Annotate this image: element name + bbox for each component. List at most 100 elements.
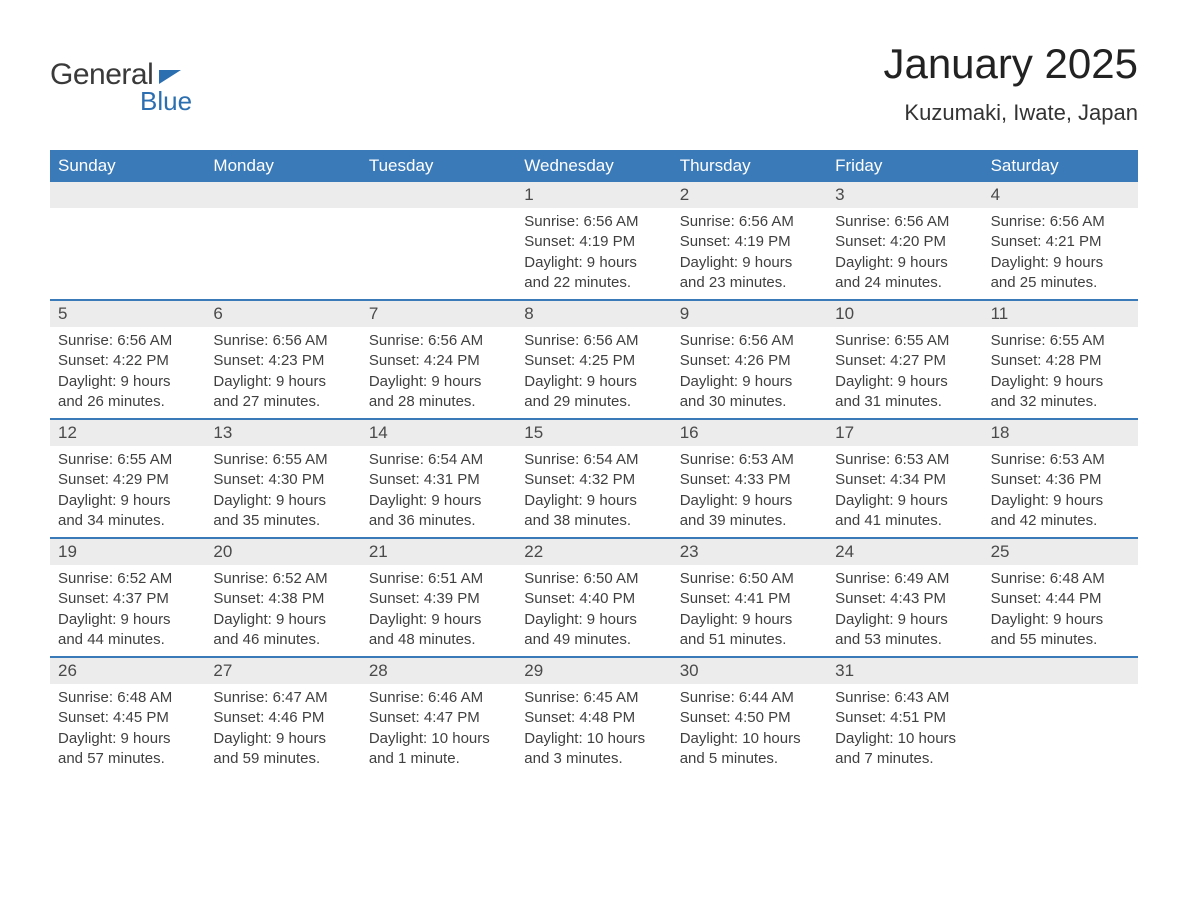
day-cell: Sunrise: 6:48 AMSunset: 4:45 PMDaylight:… [50, 684, 205, 769]
daylight-text: Daylight: 9 hours and 26 minutes. [58, 372, 197, 413]
logo: General Blue [50, 58, 192, 117]
day-number [983, 658, 1138, 684]
day-cell: Sunrise: 6:55 AMSunset: 4:27 PMDaylight:… [827, 327, 982, 412]
day-number: 18 [983, 420, 1138, 446]
sunset-text: Sunset: 4:50 PM [680, 708, 819, 728]
day-number: 30 [672, 658, 827, 684]
sunrise-text: Sunrise: 6:50 AM [680, 569, 819, 589]
sunrise-text: Sunrise: 6:52 AM [58, 569, 197, 589]
daylight-text: Daylight: 10 hours and 3 minutes. [524, 729, 663, 770]
day-cell [205, 208, 360, 293]
day-number: 23 [672, 539, 827, 565]
daylight-text: Daylight: 9 hours and 31 minutes. [835, 372, 974, 413]
day-number: 3 [827, 182, 982, 208]
calendar: Sunday Monday Tuesday Wednesday Thursday… [50, 150, 1138, 769]
sunset-text: Sunset: 4:33 PM [680, 470, 819, 490]
sunset-text: Sunset: 4:27 PM [835, 351, 974, 371]
day-cell: Sunrise: 6:56 AMSunset: 4:26 PMDaylight:… [672, 327, 827, 412]
day-number-row: 19202122232425 [50, 539, 1138, 565]
day-number-row: 1234 [50, 182, 1138, 208]
sunrise-text: Sunrise: 6:56 AM [991, 212, 1130, 232]
sunset-text: Sunset: 4:40 PM [524, 589, 663, 609]
day-number: 19 [50, 539, 205, 565]
sunrise-text: Sunrise: 6:48 AM [58, 688, 197, 708]
location: Kuzumaki, Iwate, Japan [883, 100, 1138, 126]
day-cell: Sunrise: 6:53 AMSunset: 4:34 PMDaylight:… [827, 446, 982, 531]
sunrise-text: Sunrise: 6:54 AM [524, 450, 663, 470]
daylight-text: Daylight: 9 hours and 28 minutes. [369, 372, 508, 413]
sunset-text: Sunset: 4:34 PM [835, 470, 974, 490]
sunset-text: Sunset: 4:23 PM [213, 351, 352, 371]
day-body-row: Sunrise: 6:48 AMSunset: 4:45 PMDaylight:… [50, 684, 1138, 769]
sunset-text: Sunset: 4:28 PM [991, 351, 1130, 371]
sunrise-text: Sunrise: 6:51 AM [369, 569, 508, 589]
day-cell: Sunrise: 6:53 AMSunset: 4:33 PMDaylight:… [672, 446, 827, 531]
day-cell: Sunrise: 6:56 AMSunset: 4:19 PMDaylight:… [516, 208, 671, 293]
sunset-text: Sunset: 4:48 PM [524, 708, 663, 728]
day-number: 25 [983, 539, 1138, 565]
daylight-text: Daylight: 9 hours and 55 minutes. [991, 610, 1130, 651]
sunrise-text: Sunrise: 6:50 AM [524, 569, 663, 589]
calendar-week: 567891011Sunrise: 6:56 AMSunset: 4:22 PM… [50, 299, 1138, 412]
day-cell: Sunrise: 6:46 AMSunset: 4:47 PMDaylight:… [361, 684, 516, 769]
sunrise-text: Sunrise: 6:56 AM [58, 331, 197, 351]
weekday-header: Thursday [672, 150, 827, 182]
daylight-text: Daylight: 9 hours and 39 minutes. [680, 491, 819, 532]
day-number: 21 [361, 539, 516, 565]
day-cell: Sunrise: 6:55 AMSunset: 4:28 PMDaylight:… [983, 327, 1138, 412]
sunrise-text: Sunrise: 6:56 AM [213, 331, 352, 351]
day-cell: Sunrise: 6:56 AMSunset: 4:24 PMDaylight:… [361, 327, 516, 412]
day-cell: Sunrise: 6:53 AMSunset: 4:36 PMDaylight:… [983, 446, 1138, 531]
weekday-header: Friday [827, 150, 982, 182]
day-cell [983, 684, 1138, 769]
day-cell: Sunrise: 6:52 AMSunset: 4:38 PMDaylight:… [205, 565, 360, 650]
day-number: 17 [827, 420, 982, 446]
sunrise-text: Sunrise: 6:45 AM [524, 688, 663, 708]
sunset-text: Sunset: 4:51 PM [835, 708, 974, 728]
daylight-text: Daylight: 10 hours and 7 minutes. [835, 729, 974, 770]
day-number: 14 [361, 420, 516, 446]
day-number: 5 [50, 301, 205, 327]
day-number: 1 [516, 182, 671, 208]
day-cell: Sunrise: 6:47 AMSunset: 4:46 PMDaylight:… [205, 684, 360, 769]
day-body-row: Sunrise: 6:55 AMSunset: 4:29 PMDaylight:… [50, 446, 1138, 531]
daylight-text: Daylight: 9 hours and 46 minutes. [213, 610, 352, 651]
daylight-text: Daylight: 9 hours and 34 minutes. [58, 491, 197, 532]
daylight-text: Daylight: 9 hours and 48 minutes. [369, 610, 508, 651]
sunrise-text: Sunrise: 6:44 AM [680, 688, 819, 708]
day-number: 16 [672, 420, 827, 446]
day-number: 10 [827, 301, 982, 327]
day-number: 20 [205, 539, 360, 565]
daylight-text: Daylight: 9 hours and 42 minutes. [991, 491, 1130, 532]
sunrise-text: Sunrise: 6:47 AM [213, 688, 352, 708]
sunset-text: Sunset: 4:44 PM [991, 589, 1130, 609]
daylight-text: Daylight: 9 hours and 49 minutes. [524, 610, 663, 651]
sunrise-text: Sunrise: 6:56 AM [524, 212, 663, 232]
day-number: 29 [516, 658, 671, 684]
day-number: 24 [827, 539, 982, 565]
daylight-text: Daylight: 9 hours and 32 minutes. [991, 372, 1130, 413]
daylight-text: Daylight: 9 hours and 59 minutes. [213, 729, 352, 770]
sunrise-text: Sunrise: 6:53 AM [991, 450, 1130, 470]
day-number [205, 182, 360, 208]
day-number [50, 182, 205, 208]
day-cell: Sunrise: 6:50 AMSunset: 4:40 PMDaylight:… [516, 565, 671, 650]
day-body-row: Sunrise: 6:56 AMSunset: 4:22 PMDaylight:… [50, 327, 1138, 412]
sunset-text: Sunset: 4:37 PM [58, 589, 197, 609]
daylight-text: Daylight: 9 hours and 27 minutes. [213, 372, 352, 413]
day-number: 28 [361, 658, 516, 684]
day-number: 22 [516, 539, 671, 565]
day-cell: Sunrise: 6:43 AMSunset: 4:51 PMDaylight:… [827, 684, 982, 769]
sunrise-text: Sunrise: 6:46 AM [369, 688, 508, 708]
sunrise-text: Sunrise: 6:52 AM [213, 569, 352, 589]
calendar-week: 262728293031Sunrise: 6:48 AMSunset: 4:45… [50, 656, 1138, 769]
day-cell: Sunrise: 6:56 AMSunset: 4:19 PMDaylight:… [672, 208, 827, 293]
day-cell: Sunrise: 6:52 AMSunset: 4:37 PMDaylight:… [50, 565, 205, 650]
sunset-text: Sunset: 4:19 PM [524, 232, 663, 252]
daylight-text: Daylight: 9 hours and 29 minutes. [524, 372, 663, 413]
day-number: 4 [983, 182, 1138, 208]
day-cell: Sunrise: 6:54 AMSunset: 4:31 PMDaylight:… [361, 446, 516, 531]
sunrise-text: Sunrise: 6:55 AM [991, 331, 1130, 351]
day-cell: Sunrise: 6:48 AMSunset: 4:44 PMDaylight:… [983, 565, 1138, 650]
month-title: January 2025 [883, 40, 1138, 88]
